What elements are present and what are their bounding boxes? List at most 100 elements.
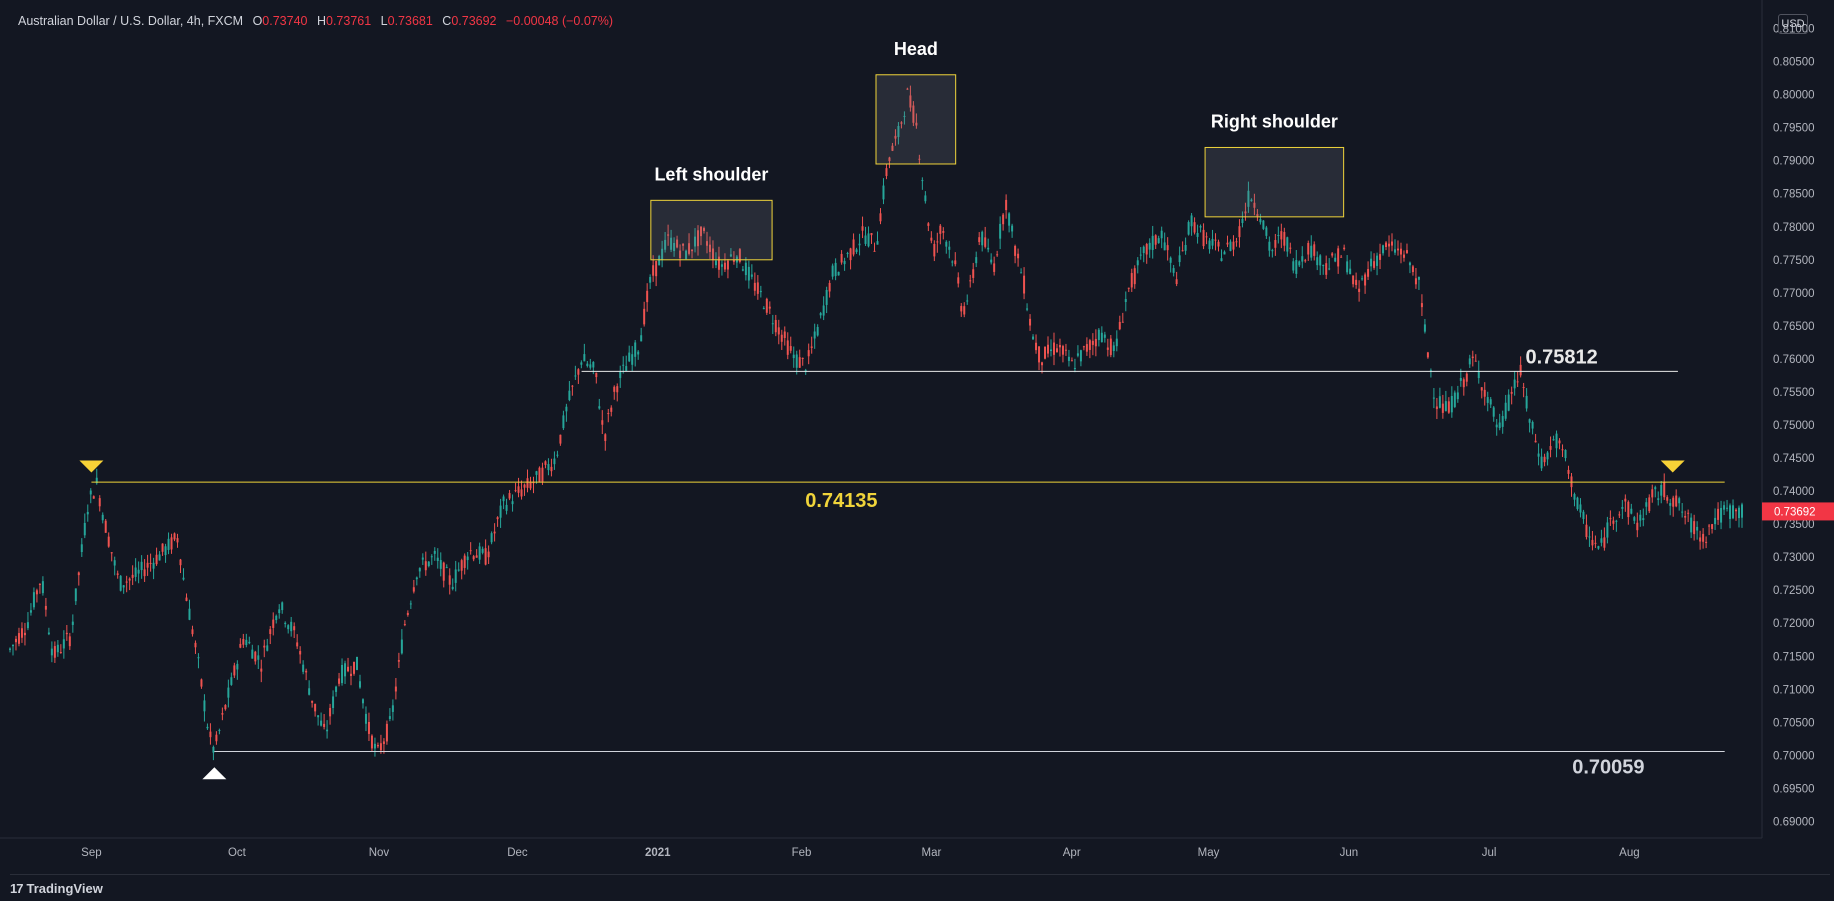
candle-body bbox=[873, 250, 876, 252]
candle-body bbox=[478, 546, 481, 560]
candle-body bbox=[885, 168, 888, 176]
candle-body bbox=[1444, 401, 1447, 412]
time-tick-label: Feb bbox=[792, 847, 812, 859]
candle-body bbox=[1456, 392, 1459, 400]
candle-body bbox=[1133, 268, 1136, 285]
candle-body bbox=[77, 572, 80, 576]
candle-body bbox=[1334, 257, 1337, 262]
candle-body bbox=[484, 548, 487, 565]
candle-body bbox=[550, 466, 553, 472]
candle-body bbox=[948, 246, 951, 250]
candle-body bbox=[1519, 364, 1522, 376]
candle-body bbox=[538, 467, 541, 483]
candle-body bbox=[236, 663, 239, 670]
candle-body bbox=[960, 305, 963, 312]
price-axis[interactable]: 0.81000 0.80500 0.80000 0.79500 0.79000 0.785… bbox=[1761, 0, 1834, 838]
candle-body bbox=[912, 105, 915, 123]
candle-body bbox=[691, 249, 694, 252]
candle-body bbox=[218, 729, 221, 731]
candle-body bbox=[1193, 222, 1196, 233]
candle-body bbox=[20, 628, 23, 638]
candle-body bbox=[783, 331, 786, 338]
candle-body bbox=[768, 306, 771, 309]
candle-body bbox=[1675, 495, 1678, 507]
last-price-badge bbox=[1762, 502, 1834, 521]
level-label: 0.75812 bbox=[1526, 346, 1598, 368]
candle-body bbox=[1214, 239, 1217, 241]
candle-body bbox=[628, 352, 631, 362]
candle-body bbox=[789, 346, 792, 351]
candle-body bbox=[197, 657, 200, 659]
candle-body bbox=[149, 562, 152, 565]
price-tick-label: 0.70000 bbox=[1773, 750, 1815, 762]
candle-body bbox=[1468, 358, 1471, 365]
candle-body bbox=[1002, 214, 1005, 225]
candle-body bbox=[705, 241, 708, 246]
time-tick-label: Jul bbox=[1482, 847, 1497, 859]
price-tick-label: 0.72000 bbox=[1773, 618, 1815, 630]
candle-body bbox=[1666, 497, 1669, 501]
candle-body bbox=[1486, 397, 1489, 403]
candlestick-series bbox=[9, 85, 1743, 761]
candle-body bbox=[367, 721, 370, 734]
candle-body bbox=[418, 568, 421, 572]
candle-body bbox=[9, 648, 11, 650]
candle-body bbox=[676, 239, 679, 248]
candle-body bbox=[1097, 329, 1100, 341]
candle-body bbox=[272, 619, 275, 628]
candle-body bbox=[263, 645, 266, 648]
candle-body bbox=[1567, 469, 1570, 474]
candle-body bbox=[1639, 514, 1642, 521]
candle-body bbox=[1606, 522, 1609, 538]
candle-body bbox=[726, 260, 729, 270]
candle-body bbox=[559, 434, 562, 444]
candle-body bbox=[903, 115, 906, 117]
candle-body bbox=[1041, 362, 1044, 366]
price-tick-label: 0.81000 bbox=[1773, 24, 1815, 36]
candle-body bbox=[1052, 342, 1055, 355]
candle-body bbox=[1229, 241, 1232, 251]
currency-badge[interactable]: USD bbox=[1778, 14, 1808, 34]
candle-body bbox=[17, 633, 20, 644]
low-value: 0.73681 bbox=[387, 14, 433, 28]
candle-body bbox=[999, 223, 1002, 239]
candle-body bbox=[1038, 346, 1041, 363]
candle-body bbox=[451, 586, 454, 590]
candle-body bbox=[972, 269, 975, 278]
candle-body bbox=[382, 741, 385, 744]
candle-body bbox=[1121, 321, 1124, 323]
time-axis[interactable]: Sep Oct Nov Dec 2021 Feb Mar Apr May Jun Jul Aug bbox=[0, 837, 1762, 859]
candle-body bbox=[1555, 433, 1558, 449]
candle-body bbox=[1106, 347, 1109, 350]
candle-body bbox=[1660, 485, 1663, 496]
candle-body bbox=[11, 644, 14, 647]
candle-body bbox=[1304, 260, 1307, 262]
candle-body bbox=[1480, 387, 1483, 391]
candle-body bbox=[834, 262, 837, 277]
candle-body bbox=[1109, 338, 1112, 356]
candle-body bbox=[685, 250, 688, 259]
candle-body bbox=[311, 700, 314, 703]
candle-body bbox=[1729, 505, 1732, 519]
candle-body bbox=[682, 243, 685, 246]
candle-body bbox=[302, 664, 305, 672]
candle-body bbox=[846, 253, 849, 255]
candle-body bbox=[194, 642, 197, 648]
candle-body bbox=[1100, 332, 1103, 343]
candle-body bbox=[828, 282, 831, 292]
candle-body bbox=[646, 290, 649, 303]
price-tick-label: 0.75500 bbox=[1773, 387, 1815, 399]
tradingview-logo[interactable]: 17 TradingView bbox=[10, 881, 103, 896]
candle-body bbox=[879, 213, 882, 222]
candle-body bbox=[364, 713, 367, 724]
candle-body bbox=[918, 158, 921, 160]
candle-body bbox=[1693, 521, 1696, 535]
candle-body bbox=[1534, 440, 1537, 443]
candle-body bbox=[143, 569, 146, 577]
candle-body bbox=[487, 551, 490, 558]
candle-body bbox=[1139, 254, 1142, 256]
candle-body bbox=[598, 406, 601, 409]
pivot-high-marker bbox=[1660, 460, 1685, 473]
candle-body bbox=[14, 638, 17, 643]
